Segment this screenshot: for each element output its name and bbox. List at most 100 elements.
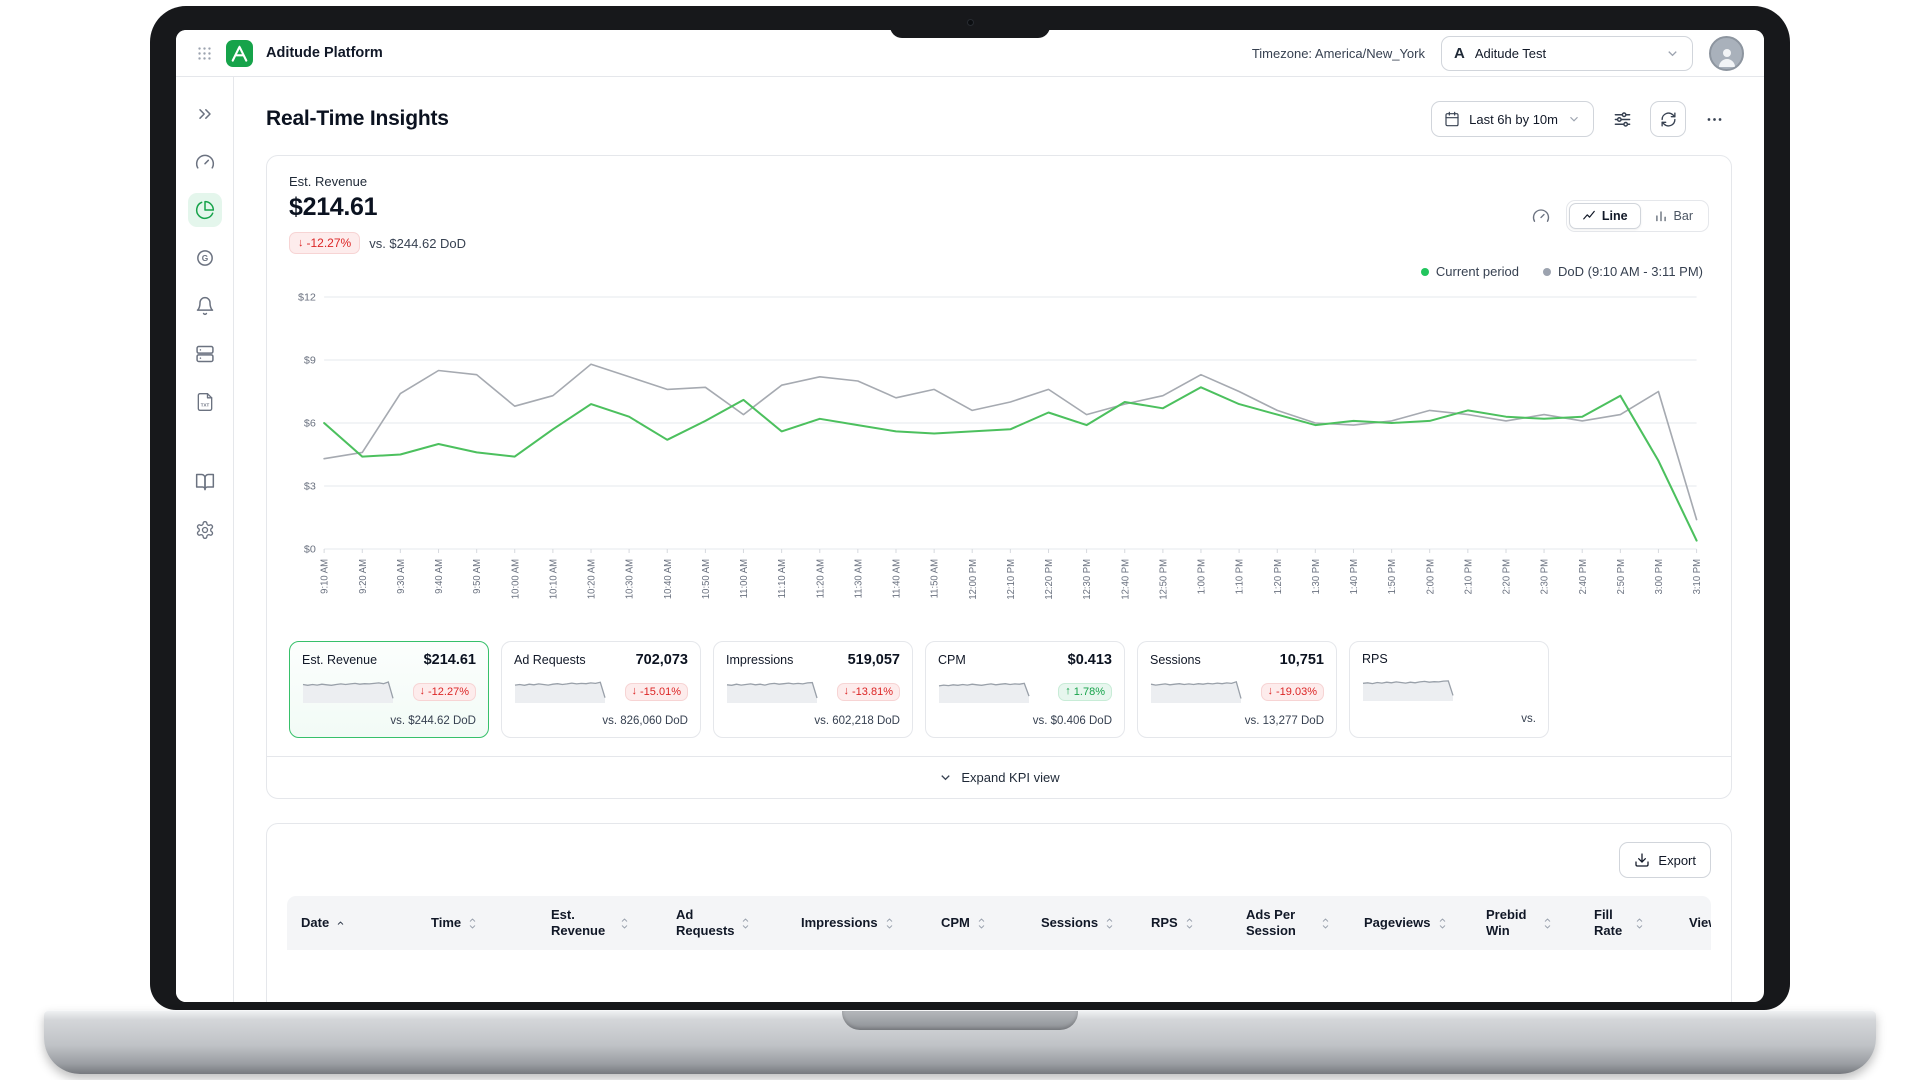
sidebar-google-icon[interactable]: G [188,241,222,275]
sort-toggle-icon [1437,916,1448,931]
column-header-ad-requests[interactable]: Ad Requests [676,907,801,940]
kpi-label: Ad Requests [514,653,586,667]
svg-text:12:00 PM: 12:00 PM [968,559,979,600]
svg-text:3:00 PM: 3:00 PM [1654,559,1665,594]
refresh-button[interactable] [1650,101,1686,137]
kpi-card-est-revenue[interactable]: Est. Revenue $214.61 ↓ -12.27% vs. $244.62 D… [289,641,489,738]
column-header-date[interactable]: Date [301,915,431,931]
column-header-viewability[interactable]: Viewability [1689,915,1711,931]
svg-text:1:40 PM: 1:40 PM [1349,559,1360,594]
kpi-card-impressions[interactable]: Impressions 519,057 ↓ -13.81% vs. 602,218 Do… [713,641,913,738]
vs-dod-label: vs. $244.62 DoD [369,235,467,251]
column-header-ads-per-session[interactable]: Ads Per Session [1246,907,1364,940]
sort-toggle-icon [976,916,987,931]
kpi-value: $214.61 [423,652,476,668]
table-header-row: Date Time Est. Revenue Ad Requests Impressio… [287,896,1711,950]
column-header-pageviews[interactable]: Pageviews [1364,915,1486,931]
kpi-sparkline [1150,674,1242,709]
svg-text:11:00 AM: 11:00 AM [739,559,750,598]
data-table-card: Export Date Time Est. Revenue Ad Requests Im… [266,823,1732,1002]
chevron-down-icon [1570,116,1578,122]
svg-text:11:50 AM: 11:50 AM [930,559,941,598]
laptop-base-notch [842,1011,1078,1030]
sidebar-insights-icon[interactable] [187,193,222,227]
column-header-rps[interactable]: RPS [1151,915,1246,931]
svg-text:12:30 PM: 12:30 PM [1082,559,1093,600]
kpi-card-ad-requests[interactable]: Ad Requests 702,073 ↓ -15.01% vs. 826,060 Do… [501,641,701,738]
kpi-label: RPS [1362,652,1388,666]
kpi-sparkline [302,674,394,709]
column-header-cpm[interactable]: CPM [941,915,1041,931]
sidebar-expand-icon[interactable] [188,97,222,131]
column-header-prebid-win[interactable]: Prebid Win [1486,907,1594,940]
svg-text:1:30 PM: 1:30 PM [1311,559,1322,594]
gauge-icon[interactable] [1532,207,1550,225]
column-header-est-revenue[interactable]: Est. Revenue [551,907,676,940]
kpi-delta-badge: ↓ -12.27% [412,682,476,701]
arrow-down-icon: ↓ [298,236,304,249]
svg-text:2:50 PM: 2:50 PM [1616,559,1627,594]
account-name: Aditude Test [1474,45,1547,61]
column-header-time[interactable]: Time [431,915,551,931]
date-range-button[interactable]: Last 6h by 10m [1431,101,1594,137]
more-options-button[interactable] [1696,101,1732,137]
revenue-chart-card: Est. Revenue $214.61 ↓ -12.27% vs. $244.6… [266,155,1732,799]
column-header-fill-rate[interactable]: Fill Rate [1594,907,1689,940]
kpi-label: Sessions [1150,653,1201,667]
sidebar-alerts-bell-icon[interactable] [188,289,222,323]
svg-text:10:30 AM: 10:30 AM [625,559,636,599]
svg-text:10:40 AM: 10:40 AM [663,559,674,599]
svg-text:$12: $12 [298,292,316,304]
column-header-impressions[interactable]: Impressions [801,915,941,931]
filter-sliders-button[interactable] [1604,101,1640,137]
svg-text:11:40 AM: 11:40 AM [891,559,902,598]
kpi-vs-label: vs. $0.406 DoD [1032,715,1112,727]
kpi-card-rps[interactable]: RPS vs. [1349,641,1549,738]
arrow-down-icon: ↓ [843,685,850,697]
sidebar-docs-book-icon[interactable] [188,465,222,499]
export-button[interactable]: Export [1619,842,1711,878]
laptop-screen: Aditude Platform Timezone: America/New_Y… [176,30,1764,1002]
bar-chart-icon [1655,211,1666,222]
sort-toggle-icon [1542,916,1553,931]
kpi-card-sessions[interactable]: Sessions 10,751 ↓ -19.03% vs. 13,277 DoD [1137,641,1337,738]
svg-text:12:20 PM: 12:20 PM [1044,559,1055,600]
account-selector[interactable]: A Aditude Test [1441,35,1693,71]
svg-text:2:40 PM: 2:40 PM [1578,559,1589,594]
kpi-label: CPM [938,653,966,667]
kpi-row: Est. Revenue $214.61 ↓ -12.27% vs. $244.62 D… [267,635,1731,756]
kpi-sparkline [938,674,1030,709]
chart-type-toggle: Line Bar [1565,200,1709,232]
sidebar-ads-txt-file-icon[interactable]: TXT [188,385,222,419]
sort-toggle-icon [1634,916,1645,931]
sidebar-settings-gear-icon[interactable] [188,513,222,547]
kpi-vs-label: vs. 826,060 DoD [602,715,688,727]
svg-text:12:50 PM: 12:50 PM [1158,559,1169,600]
sort-toggle-icon [1104,916,1115,931]
sidebar-dashboard-icon[interactable] [188,145,222,179]
svg-text:9:10 AM: 9:10 AM [320,559,331,594]
svg-text:9:30 AM: 9:30 AM [396,559,407,594]
expand-kpi-button[interactable]: Expand KPI view [267,756,1731,798]
svg-text:$3: $3 [304,481,316,493]
app-grid-icon[interactable] [196,45,213,62]
timezone-label: Timezone: America/New_York [1251,45,1425,61]
svg-text:1:00 PM: 1:00 PM [1196,559,1207,594]
main-content: Real-Time Insights Last 6h by 10m [234,77,1764,1002]
chart-legend: Current period DoD (9:10 AM - 3:11 PM) [267,254,1731,279]
kpi-card-cpm[interactable]: CPM $0.413 ↑ 1.78% vs. $0.406 DoD [925,641,1125,738]
line-view-button[interactable]: Line [1568,203,1641,229]
user-avatar[interactable] [1709,35,1744,71]
svg-text:$0: $0 [304,544,316,556]
bar-view-button[interactable]: Bar [1641,203,1706,229]
delta-badge: ↓ -12.27% [289,232,361,254]
column-header-sessions[interactable]: Sessions [1041,915,1151,931]
calendar-icon [1445,111,1459,127]
revenue-line-chart: $0 $3 $6 $9 $12 9:10 AM 9:20 AM 9:30 AM 9:40 AM 9… [298,292,1703,600]
aditude-logo-icon [226,39,253,67]
sidebar-inventory-server-icon[interactable] [188,337,222,371]
sidebar: G TXT [176,77,234,1002]
svg-text:1:20 PM: 1:20 PM [1273,559,1284,594]
kpi-value: 702,073 [635,652,688,668]
camera-dot [966,18,974,26]
